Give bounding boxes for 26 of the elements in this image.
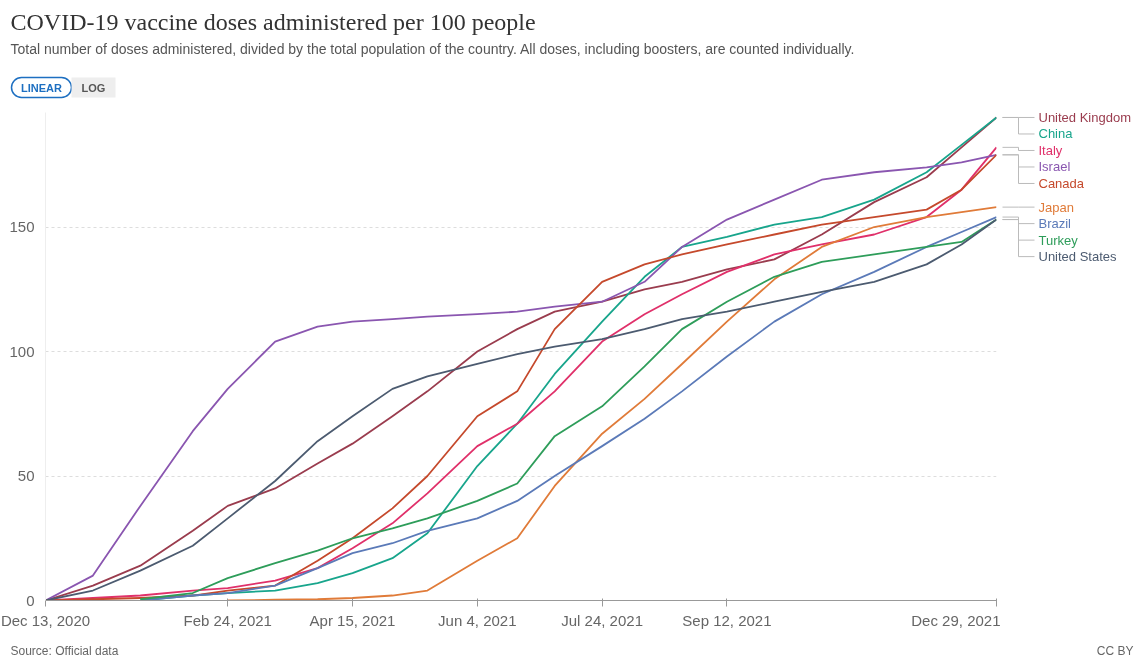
chart-subtitle: Total number of doses administered, divided by the total population of the country. All doses, including boosters, are counted individually. (10, 40, 855, 57)
text: Israel (1038, 159, 1071, 175)
y-tick-label: 0 (26, 591, 35, 609)
text: Japan (1038, 199, 1074, 215)
x-tick-label: Jul 24, 2021 (561, 611, 643, 629)
text: United States (1038, 249, 1118, 265)
text: Italy (1038, 142, 1063, 158)
y-tick-label: 50 (17, 467, 35, 485)
text: China (1038, 126, 1074, 142)
text: CC BY (1096, 643, 1134, 658)
source-note: Source: Official data (10, 643, 119, 658)
x-tick-label: Dec 13, 2020 (0, 611, 91, 629)
x-tick-label: Sep 12, 2021 (682, 611, 772, 629)
chart-title: COVID-19 vaccine doses administered per 100 people (10, 8, 536, 35)
x-tick-label: Feb 24, 2021 (183, 611, 272, 629)
text: Turkey (1038, 232, 1079, 248)
y-tick-label: 150 (9, 218, 35, 236)
y-tick-label: 100 (9, 342, 35, 360)
x-tick-label: Jun 4, 2021 (438, 611, 517, 629)
text: LINEAR (21, 81, 63, 94)
text: United Kingdom (1038, 109, 1131, 125)
text: Brazil (1038, 216, 1072, 232)
text: LOG (81, 81, 106, 94)
text: Canada (1038, 175, 1085, 191)
x-tick-label: Dec 29, 2021 (911, 611, 1001, 629)
x-tick-label: Apr 15, 2021 (309, 611, 396, 629)
